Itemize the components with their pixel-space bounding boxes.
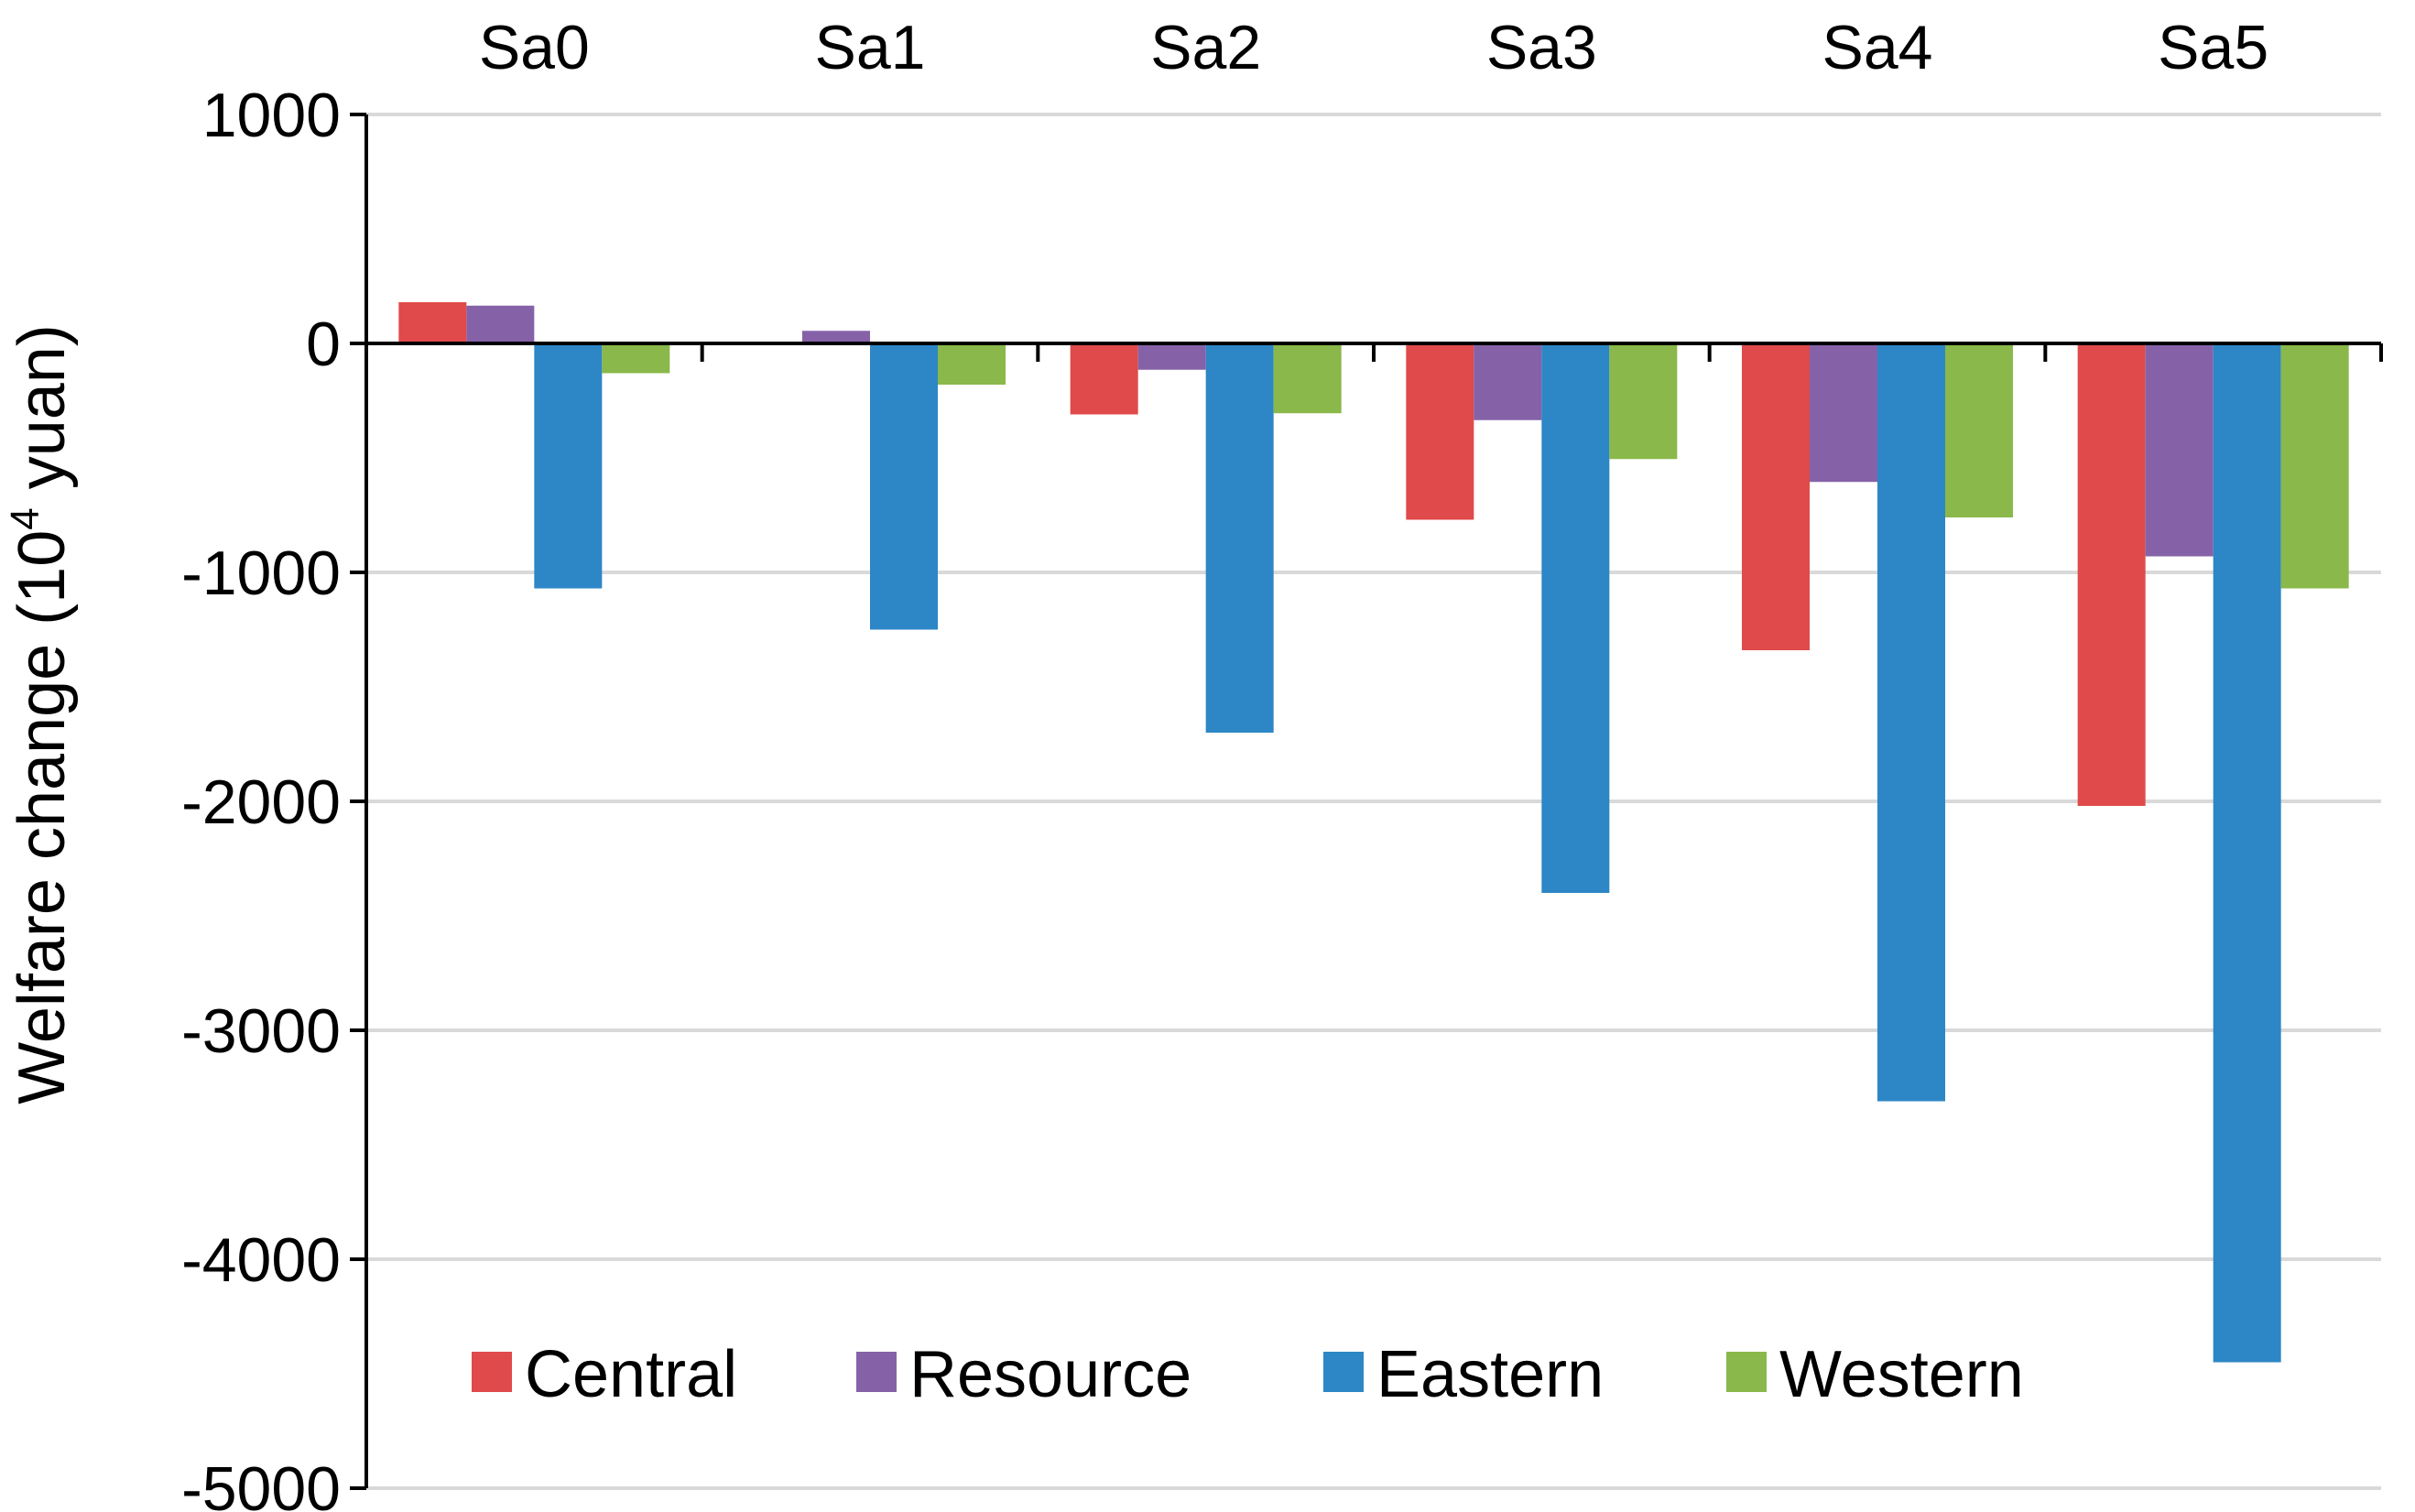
gridlines	[366, 113, 2381, 1490]
legend-swatch-resource	[856, 1352, 897, 1392]
category-label-sa0: Sa0	[479, 13, 590, 82]
category-label-sa2: Sa2	[1150, 13, 1261, 82]
legend-label-western: Western	[1779, 1338, 2024, 1411]
axes	[350, 113, 2383, 1490]
y-tick-label: -3000	[181, 996, 341, 1066]
category-label-sa1: Sa1	[815, 13, 926, 82]
bar-western-sa0	[602, 343, 670, 374]
legend-swatch-eastern	[1323, 1352, 1364, 1392]
bar-central-sa4	[1742, 343, 1810, 650]
bars	[398, 302, 2349, 1363]
bar-eastern-sa4	[1877, 343, 1945, 1102]
legend-swatch-central	[472, 1352, 512, 1392]
legend-swatch-western	[1726, 1352, 1767, 1392]
legend-label-resource: Resource	[909, 1338, 1191, 1411]
bar-resource-sa1	[802, 331, 870, 343]
bar-eastern-sa1	[870, 343, 938, 630]
bar-resource-sa4	[1810, 343, 1877, 483]
y-tick-label: -4000	[181, 1225, 341, 1295]
legend-label-eastern: Eastern	[1376, 1338, 1604, 1411]
bar-resource-sa2	[1137, 343, 1206, 370]
bar-resource-sa5	[2145, 343, 2214, 557]
bar-eastern-sa3	[1541, 343, 1610, 893]
y-tick-label: -1000	[181, 538, 341, 608]
bar-western-sa5	[2280, 343, 2349, 589]
category-label-sa3: Sa3	[1486, 13, 1597, 82]
bar-central-sa5	[2077, 343, 2146, 806]
bar-central-sa3	[1406, 343, 1474, 520]
bar-resource-sa3	[1474, 343, 1542, 420]
legend-label-central: Central	[525, 1338, 737, 1411]
category-label-sa5: Sa5	[2158, 13, 2268, 82]
bar-western-sa1	[938, 343, 1006, 385]
bar-eastern-sa2	[1205, 343, 1274, 733]
bar-western-sa3	[1609, 343, 1678, 460]
legend: Central Resource Eastern Western	[472, 1338, 2024, 1411]
bar-central-sa0	[398, 302, 467, 343]
category-label-sa4: Sa4	[1822, 13, 1933, 82]
bar-central-sa2	[1070, 343, 1138, 415]
y-tick-labels: 1000 0 -1000 -2000 -3000 -4000 -5000	[181, 81, 341, 1512]
bar-western-sa2	[1273, 343, 1342, 414]
y-tick-label: -2000	[181, 767, 341, 837]
y-tick-label: 1000	[202, 81, 341, 150]
bar-western-sa4	[1945, 343, 2013, 517]
bar-eastern-sa0	[534, 343, 603, 589]
y-tick-label: -5000	[181, 1454, 341, 1512]
category-labels: Sa0 Sa1 Sa2 Sa3 Sa4 Sa5	[479, 13, 2268, 82]
bar-resource-sa0	[466, 305, 535, 343]
y-axis-title: Welfare change (104 yuan)	[3, 324, 79, 1104]
y-tick-label: 0	[306, 310, 341, 379]
bar-eastern-sa5	[2213, 343, 2281, 1363]
